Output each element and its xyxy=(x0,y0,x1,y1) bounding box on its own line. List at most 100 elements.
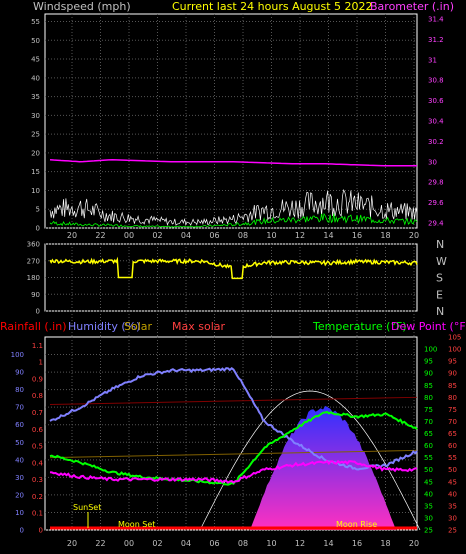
temp-tick: 90 xyxy=(424,370,433,378)
compass-label: W xyxy=(436,255,447,268)
temp-mid-line xyxy=(49,449,418,459)
temp-tick: 60 xyxy=(424,442,433,450)
temp-tick: 75 xyxy=(424,406,433,414)
rain-tick: 0 xyxy=(39,527,43,535)
wind-x-tick: 04 xyxy=(181,231,191,240)
wind-x-tick: 14 xyxy=(323,231,333,240)
dir-y-tick: 270 xyxy=(27,257,40,265)
wind-x-tick: 08 xyxy=(238,231,248,240)
humidity-tick: 0 xyxy=(20,527,24,535)
wind-x-tick: 20 xyxy=(409,231,419,240)
temp-tick: 50 xyxy=(424,466,433,474)
temp-tick: 65 xyxy=(424,430,433,438)
wind-y-tick: 15 xyxy=(31,168,40,176)
humidity-tick: 60 xyxy=(15,421,24,429)
sunset-annotation: SunSet xyxy=(73,503,101,512)
wind-x-tick: 22 xyxy=(95,231,105,240)
wind-y-tick: 45 xyxy=(31,56,40,64)
baro-tick: 31 xyxy=(428,56,437,64)
lower-x-tick: 22 xyxy=(95,539,105,548)
wind-direction-series-line xyxy=(49,256,418,280)
humidity-tick: 70 xyxy=(15,404,24,412)
rain-tick: 0.5 xyxy=(32,443,43,451)
dewpoint-tick: 100 xyxy=(448,346,461,354)
rain-tick: 1 xyxy=(39,359,43,367)
dewpoint-tick: 65 xyxy=(448,430,457,438)
lower-x-tick: 16 xyxy=(352,539,362,548)
windspeed-series-line xyxy=(49,188,418,226)
temp-tick: 25 xyxy=(424,527,433,535)
humidity-tick: 20 xyxy=(15,491,24,499)
baro-tick: 29.8 xyxy=(428,179,444,187)
wind-panel-frame xyxy=(44,13,418,229)
wind-x-tick: 16 xyxy=(352,231,362,240)
dir-y-tick: 0 xyxy=(36,308,40,316)
dewpoint-tick: 105 xyxy=(448,334,461,342)
temp-hi-line xyxy=(49,396,418,406)
barometer-series-line xyxy=(49,158,417,167)
temp-tick: 55 xyxy=(424,454,433,462)
humidity-tick: 90 xyxy=(15,369,24,377)
humidity-tick: 100 xyxy=(11,351,24,359)
temp-tick: 70 xyxy=(424,418,433,426)
dewpoint-tick: 85 xyxy=(448,382,457,390)
wind-y-tick: 25 xyxy=(31,131,40,139)
dewpoint-tick: 55 xyxy=(448,454,457,462)
wind-x-tick: 12 xyxy=(295,231,305,240)
humidity-label: Humidity (%) xyxy=(68,320,140,333)
dewpoint-tick: 75 xyxy=(448,406,457,414)
temp-tick: 45 xyxy=(424,478,433,486)
wind-y-tick: 35 xyxy=(31,93,40,101)
windspeed-title: Windspeed (mph) xyxy=(33,0,131,13)
baro-tick: 31.4 xyxy=(428,16,444,24)
temperature-label: Temperature (°F) xyxy=(312,320,407,333)
lower-x-tick: 00 xyxy=(124,539,134,548)
lower-x-tick: 04 xyxy=(181,539,191,548)
dewpoint-tick: 95 xyxy=(448,358,457,366)
dewpoint-series-line xyxy=(49,459,418,484)
wind-x-tick: 20 xyxy=(67,231,77,240)
wind-y-tick: 50 xyxy=(31,37,40,45)
dewpoint-tick: 35 xyxy=(448,502,457,510)
max-solar-series-line xyxy=(199,390,421,531)
dewpoint-tick: 45 xyxy=(448,478,457,486)
temp-tick: 85 xyxy=(424,382,433,390)
dewpoint-tick: 60 xyxy=(448,442,457,450)
chart-title: Current last 24 hours August 5 2022 xyxy=(172,0,373,13)
wind-x-tick: 18 xyxy=(380,231,390,240)
baro-tick: 30.4 xyxy=(428,118,444,126)
max-solar-label: Max solar xyxy=(172,320,225,333)
dewpoint-tick: 40 xyxy=(448,490,457,498)
baro-tick: 30 xyxy=(428,158,437,166)
compass-label: N xyxy=(436,238,444,251)
temp-tick: 30 xyxy=(424,514,433,522)
baro-tick: 29.4 xyxy=(428,219,444,227)
dewpoint-tick: 90 xyxy=(448,370,457,378)
rain-tick: 0.8 xyxy=(32,392,43,400)
rain-tick: 1.1 xyxy=(32,342,43,350)
moon-rise-annotation: Moon Rise xyxy=(336,520,377,529)
compass-label: N xyxy=(436,305,444,318)
rain-tick: 0.1 xyxy=(32,510,43,518)
dew-point-label: Dew Point (°F) xyxy=(391,320,466,333)
wind-y-tick: 55 xyxy=(31,18,40,26)
lower-x-tick: 12 xyxy=(295,539,305,548)
lower-x-tick: 06 xyxy=(209,539,219,548)
humidity-tick: 10 xyxy=(15,509,24,517)
baro-tick: 30.8 xyxy=(428,77,444,85)
rain-tick: 0.4 xyxy=(32,459,44,467)
wind-y-tick: 5 xyxy=(36,206,40,214)
rain-tick: 0.7 xyxy=(32,409,43,417)
temp-tick: 40 xyxy=(424,490,433,498)
baro-tick: 29.6 xyxy=(428,199,444,207)
wind-y-tick: 40 xyxy=(31,74,40,82)
temp-tick: 95 xyxy=(424,358,433,366)
wind-y-tick: 10 xyxy=(31,187,40,195)
dewpoint-tick: 70 xyxy=(448,418,457,426)
solar-area xyxy=(250,405,396,530)
baro-tick: 31.2 xyxy=(428,36,444,44)
compass-label: S xyxy=(436,272,443,285)
rainfall-label: Rainfall (.in) xyxy=(0,320,67,333)
